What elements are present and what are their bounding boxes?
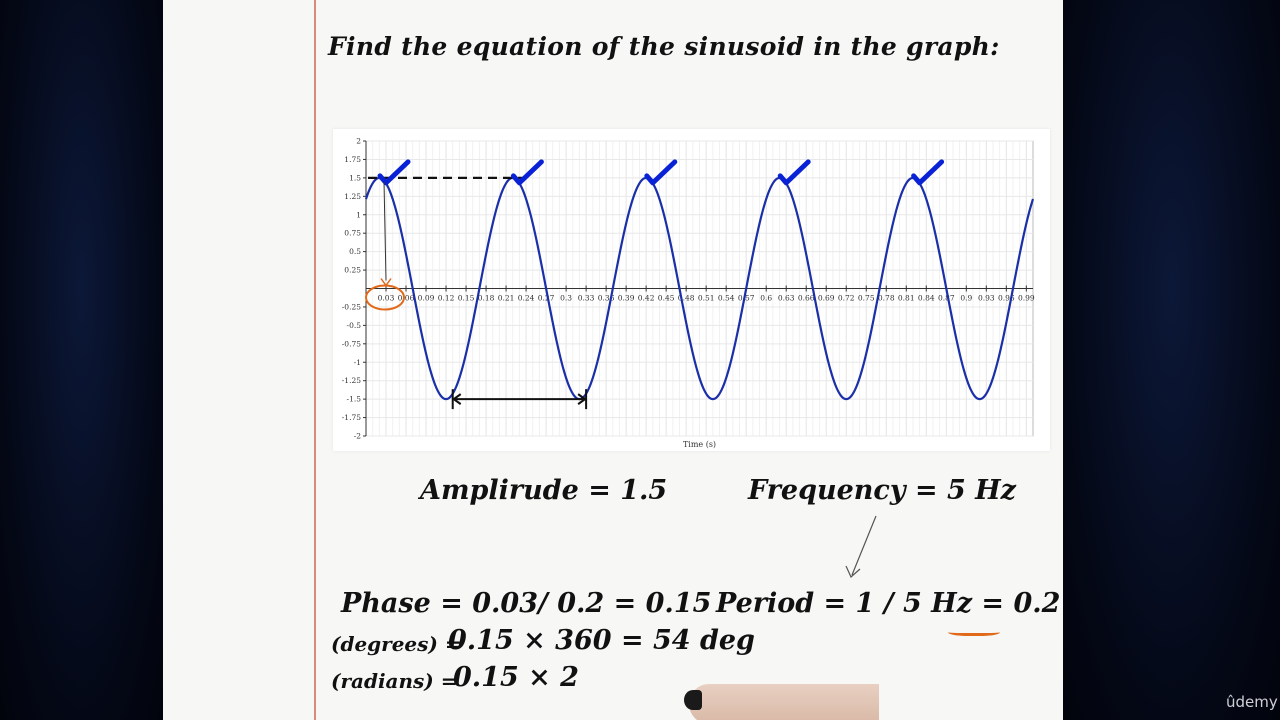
video-background-right (1063, 0, 1280, 720)
video-background-left (0, 0, 163, 720)
y-tick-label: 0.75 (344, 229, 361, 238)
x-tick-label: 0.96 (998, 294, 1015, 303)
y-tick-label: -1.75 (342, 413, 361, 422)
peak-checkmark (911, 159, 945, 186)
x-tick-label: 0.06 (398, 294, 415, 303)
peak-checkmark (510, 159, 544, 186)
y-tick-label: -0.5 (347, 321, 362, 330)
period-note: Period = 1 / 5 Hz = 0.2 s (716, 588, 1063, 619)
x-axis-label: Time (s) (683, 440, 716, 449)
x-tick-label: 0.54 (718, 294, 735, 303)
y-tick-label: -2 (354, 432, 362, 441)
notebook-paper: Find the equation of the sinusoid in the… (163, 0, 1063, 720)
phase-circle (365, 284, 406, 311)
x-tick-label: 0.12 (438, 294, 455, 303)
pen-tip (684, 690, 702, 710)
y-tick-label: -1.5 (347, 395, 362, 404)
period-expression: Period = 1 / 5 Hz = (716, 588, 1014, 619)
degrees-expression: 0.15 × 360 = 54 deg (448, 625, 755, 656)
hand-holding-pen (689, 684, 879, 720)
peak-checkmark (644, 159, 678, 186)
udemy-watermark: ûdemy (1226, 693, 1278, 711)
x-tick-label: 0.57 (738, 294, 755, 303)
x-tick-label: 0.63 (778, 294, 795, 303)
frequency-to-period-arrow (845, 515, 877, 578)
x-tick-label: 0.21 (498, 294, 515, 303)
sinusoid-chart: 0.03 0.06 0.09 0.12 0.15 0.18 0.21 0.24 0.27 0.3 0… (333, 129, 1050, 451)
x-tick-label: 0.75 (858, 294, 875, 303)
x-tick-label: 0.39 (618, 294, 635, 303)
x-tick-label: 0.9 (960, 294, 972, 303)
x-tick-label: 0.18 (478, 294, 495, 303)
peak-checkmark (377, 159, 411, 186)
x-tick-label: 0.15 (458, 294, 475, 303)
radians-label: (radians) = (331, 669, 458, 693)
y-tick-label: -1 (354, 358, 361, 367)
x-tick-label: 0.99 (1018, 294, 1035, 303)
worksheet-title: Find the equation of the sinusoid in the… (328, 32, 1000, 61)
period-value-underline (948, 627, 1000, 636)
period-value: 0.2 s (1013, 588, 1063, 619)
x-tick-label: 0.48 (678, 294, 695, 303)
margin-line (314, 0, 316, 720)
y-tick-label: 1.5 (349, 173, 361, 182)
x-tick-label: 0.45 (658, 294, 675, 303)
x-tick-label: 0.24 (518, 294, 535, 303)
period-arrowhead-left (451, 393, 462, 405)
x-tick-label: 0.87 (938, 294, 955, 303)
x-tick-label: 0.03 (378, 294, 395, 303)
chart-svg: 0.03 0.06 0.09 0.12 0.15 0.18 0.21 0.24 0.27 0.3 0… (342, 137, 1035, 450)
phase-note: Phase = 0.03/ 0.2 = 0.15 (341, 588, 712, 619)
y-tick-label: -1.25 (342, 376, 361, 385)
y-tick-label: 1.25 (344, 192, 361, 201)
x-tick-label: 0.51 (698, 294, 715, 303)
x-tick-label: 0.84 (918, 294, 935, 303)
y-tick-label: -0.75 (342, 339, 361, 348)
x-tick-label: 0.78 (878, 294, 895, 303)
x-tick-label: 0.93 (978, 294, 995, 303)
x-tick-label: 0.3 (560, 294, 572, 303)
amplitude-note: Amplirude = 1.5 (420, 475, 668, 506)
y-tick-label: 2 (356, 137, 361, 146)
period-arrowhead-right (577, 393, 587, 405)
x-tick-label: 0.66 (798, 294, 815, 303)
y-tick-label: 1.75 (344, 155, 361, 164)
x-tick-label: 0.42 (638, 294, 655, 303)
degrees-label: (degrees) = (331, 632, 462, 656)
x-tick-label: 0.81 (898, 294, 915, 303)
frequency-note: Frequency = 5 Hz (748, 475, 1016, 506)
x-tick-label: 0.27 (538, 294, 555, 303)
y-tick-label: 1 (356, 210, 361, 219)
peak-checkmark (777, 159, 811, 186)
radians-expression: 0.15 × 2 (453, 662, 579, 693)
phase-guide-line (383, 181, 387, 281)
sinusoid-curve (364, 176, 1035, 401)
x-tick-label: 0.33 (578, 294, 595, 303)
x-tick-label: 0.09 (418, 294, 435, 303)
y-tick-label: -0.25 (342, 302, 361, 311)
x-tick-label: 0.6 (760, 294, 772, 303)
y-tick-label: 0.25 (344, 266, 361, 275)
y-tick-label: 0.5 (349, 247, 361, 256)
x-tick-label: 0.72 (838, 294, 855, 303)
x-tick-label: 0.36 (598, 294, 615, 303)
x-tick-label: 0.69 (818, 294, 835, 303)
